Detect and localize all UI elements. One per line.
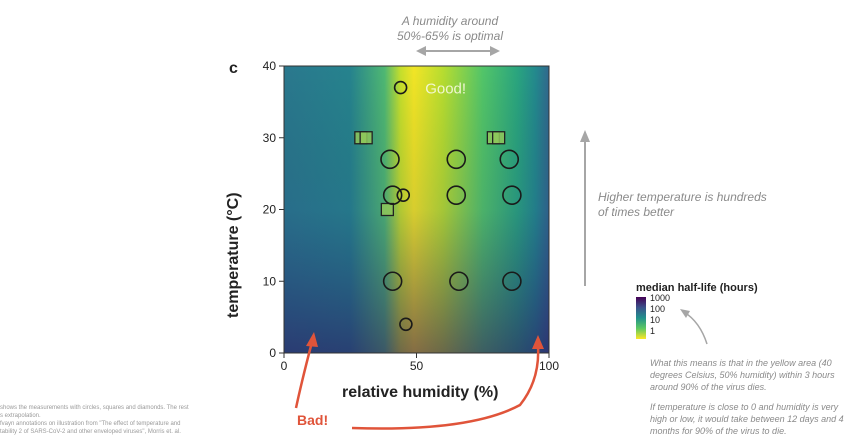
- annotation-arrows: [294, 46, 708, 430]
- square-marker: [491, 131, 506, 145]
- circle-marker: [449, 271, 469, 292]
- circle-marker: [446, 149, 467, 170]
- arrowhead-left: [416, 46, 426, 56]
- arrowhead-bad-left: [306, 332, 318, 347]
- y-tick-label: 0: [269, 346, 276, 360]
- arrowhead-pointer: [680, 309, 690, 318]
- circle-marker: [396, 188, 411, 202]
- bad-label: Bad!: [297, 412, 329, 428]
- circle-marker: [382, 271, 403, 292]
- x-axis-label: relative humidity (%): [342, 384, 499, 401]
- explanation-paragraph-1: What this means is that in the yellow ar…: [650, 358, 835, 392]
- colorbar-tick: 100: [650, 304, 666, 314]
- annotation-humidity: A humidity around 50%-65% is optimal: [396, 14, 504, 43]
- arrowhead-up: [580, 130, 590, 142]
- colorbar-tick: 10: [650, 315, 661, 325]
- bad-arrow-right: [351, 345, 540, 430]
- colorbar-pointer-arrow: [683, 311, 708, 345]
- arrowhead-bad-right: [532, 335, 544, 349]
- circle-marker: [380, 149, 400, 170]
- circle-marker: [499, 149, 520, 170]
- colorbar-title: median half-life (hours): [636, 282, 758, 294]
- y-axis-label: temperature (°C): [225, 192, 242, 318]
- source-caption: shows the measurements with circles, squ…: [0, 404, 240, 436]
- caption-line: tability 2 of SARS-CoV-2 and other envel…: [0, 429, 181, 435]
- circle-marker: [446, 185, 467, 205]
- good-label: Good!: [425, 81, 466, 98]
- panel-label: c: [229, 60, 238, 77]
- caption-line: fvayn annotations on illustration from "…: [0, 421, 181, 427]
- colorbar: [636, 297, 646, 339]
- y-axis-label-wrap: temperature (°C): [225, 192, 242, 319]
- square-marker: [359, 131, 373, 145]
- x-tick-label: 100: [539, 359, 559, 373]
- circle-marker: [502, 185, 522, 205]
- colorbar-tick: 1000: [650, 293, 671, 303]
- plot-area: Good! 0 50 100 0 10 20 30 40: [263, 59, 560, 373]
- explanation-paragraph-2: If temperature is close to 0 and humidit…: [650, 402, 844, 436]
- annotation-explanation: What this means is that in the yellow ar…: [650, 357, 850, 445]
- y-tick-label: 10: [263, 274, 277, 288]
- colorbar-tick: 1: [650, 326, 656, 336]
- circle-marker: [382, 185, 403, 205]
- x-tick-label: 50: [410, 359, 424, 373]
- caption-line: shows the measurements with circles, squ…: [0, 405, 189, 411]
- heatmap-shading: [284, 66, 549, 353]
- caption-line: s extrapolation.: [0, 413, 41, 419]
- circle-marker: [393, 80, 408, 95]
- square-marker: [380, 202, 395, 217]
- circle-marker: [502, 271, 522, 292]
- bad-arrow-left: [294, 341, 314, 409]
- y-tick-label: 40: [263, 59, 277, 73]
- arrowhead-right: [490, 46, 500, 56]
- y-tick-label: 20: [263, 203, 277, 217]
- circle-marker: [399, 317, 413, 332]
- y-tick-label: 30: [263, 131, 277, 145]
- x-tick-label: 0: [281, 359, 288, 373]
- annotation-temperature: Higher temperature is hundreds of times …: [598, 190, 767, 219]
